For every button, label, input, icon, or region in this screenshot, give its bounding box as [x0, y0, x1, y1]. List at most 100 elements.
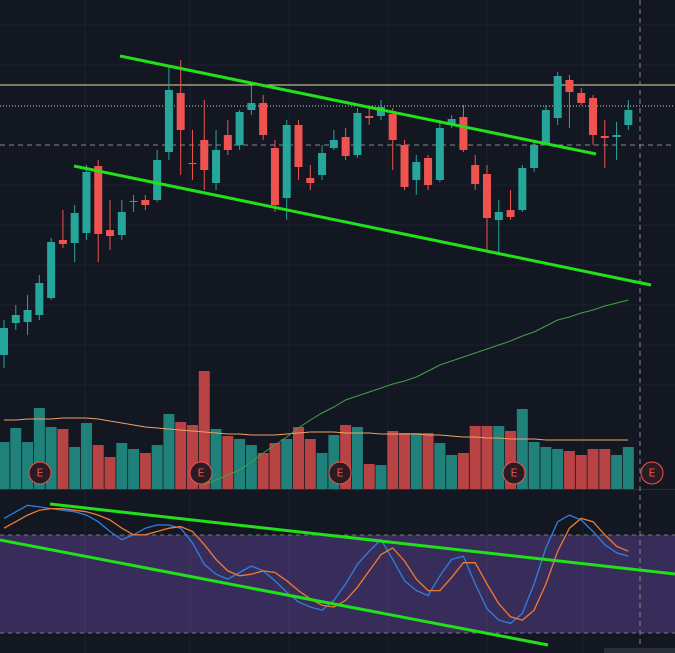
candle-body	[259, 103, 268, 135]
volume-bar	[375, 465, 387, 489]
candle-body	[141, 200, 150, 205]
oscillator-band	[0, 535, 675, 633]
event-label: E	[337, 467, 344, 480]
candle-body	[530, 145, 539, 168]
candle-body	[612, 135, 621, 137]
scroll-hint	[604, 648, 675, 653]
candle-body	[565, 80, 574, 92]
volume-bar	[198, 371, 210, 489]
volume-bar	[469, 426, 481, 489]
volume-bar	[575, 455, 587, 489]
volume-bar	[481, 426, 493, 489]
volume-bar	[0, 442, 10, 489]
candle-body	[600, 136, 609, 138]
volume-bar	[505, 431, 517, 489]
event-circle	[28, 461, 52, 485]
candle-body	[117, 212, 126, 235]
volume-bar	[293, 427, 304, 489]
candle-body	[294, 125, 303, 167]
candle-body	[282, 125, 291, 198]
volume-bar	[363, 464, 375, 489]
event-marker: E	[328, 461, 352, 485]
event-circle	[189, 461, 213, 485]
candle-body	[153, 160, 162, 200]
volume-bar	[163, 414, 175, 489]
candle-body	[388, 114, 397, 140]
volume-bar	[234, 439, 246, 489]
volume-bar	[399, 433, 411, 489]
candle-body	[223, 135, 232, 150]
candle-body	[0, 328, 8, 355]
candle-body	[412, 162, 421, 180]
volume-bar	[139, 453, 151, 489]
volume-bar	[33, 408, 45, 489]
candle-body	[11, 315, 20, 323]
candle-body	[341, 137, 350, 156]
candle-body	[23, 310, 32, 322]
event-label: E	[198, 467, 205, 480]
event-circle	[328, 461, 352, 485]
volume-ma	[4, 417, 629, 441]
event-label: E	[37, 467, 44, 480]
volume-bar	[210, 429, 222, 489]
event-marker: E	[640, 461, 664, 485]
event-marker: E	[28, 461, 52, 485]
candle-body	[624, 110, 633, 125]
candle-body	[400, 145, 409, 187]
candle-body	[459, 117, 468, 150]
trend-lines	[0, 54, 675, 647]
volume-bar	[22, 442, 34, 489]
candle-body	[318, 153, 327, 175]
event-marker: E	[502, 461, 526, 485]
candle-body	[494, 212, 503, 220]
volume-bar	[340, 425, 352, 489]
candle-body	[482, 174, 491, 218]
volume-bar	[92, 445, 104, 489]
volume-bar	[80, 423, 92, 489]
volume-bar	[175, 422, 187, 489]
volume-bar	[622, 447, 634, 489]
volume-bar	[304, 439, 316, 489]
candle-body	[47, 242, 56, 298]
candle-body	[471, 165, 480, 184]
volume-bar	[457, 453, 469, 489]
volume-bar	[69, 447, 81, 489]
candle-body	[376, 107, 385, 116]
volume-bar	[611, 455, 623, 489]
volume-bar	[563, 451, 575, 489]
volume-bar	[57, 429, 69, 489]
volume-bar	[116, 443, 128, 489]
candle-body	[518, 168, 527, 210]
volume-bar	[552, 449, 564, 489]
volume-bar	[245, 445, 257, 489]
candle-body	[235, 112, 244, 145]
candle-body	[188, 163, 197, 164]
candle-body	[129, 201, 138, 202]
candle-body	[35, 283, 44, 315]
candle-body	[247, 103, 256, 110]
oscillator-line	[3, 504, 629, 625]
volume-bar	[328, 435, 340, 489]
candle-body	[365, 116, 374, 118]
volume-bar	[151, 445, 163, 489]
volume-bar	[316, 453, 328, 489]
candle-body	[435, 128, 444, 180]
volume-bar	[257, 453, 269, 489]
volume-bar	[434, 443, 446, 489]
candle-body	[176, 93, 185, 130]
event-marker: E	[189, 461, 213, 485]
candle-body	[106, 230, 115, 236]
candle-body	[270, 148, 279, 205]
candle-body	[329, 140, 338, 148]
volume-bar	[45, 427, 57, 489]
candle-body	[82, 172, 91, 233]
volume-bar	[10, 428, 22, 489]
volume-bar	[186, 425, 198, 489]
volume-bar	[528, 442, 540, 489]
candle-body	[94, 166, 103, 234]
event-circle	[502, 461, 526, 485]
